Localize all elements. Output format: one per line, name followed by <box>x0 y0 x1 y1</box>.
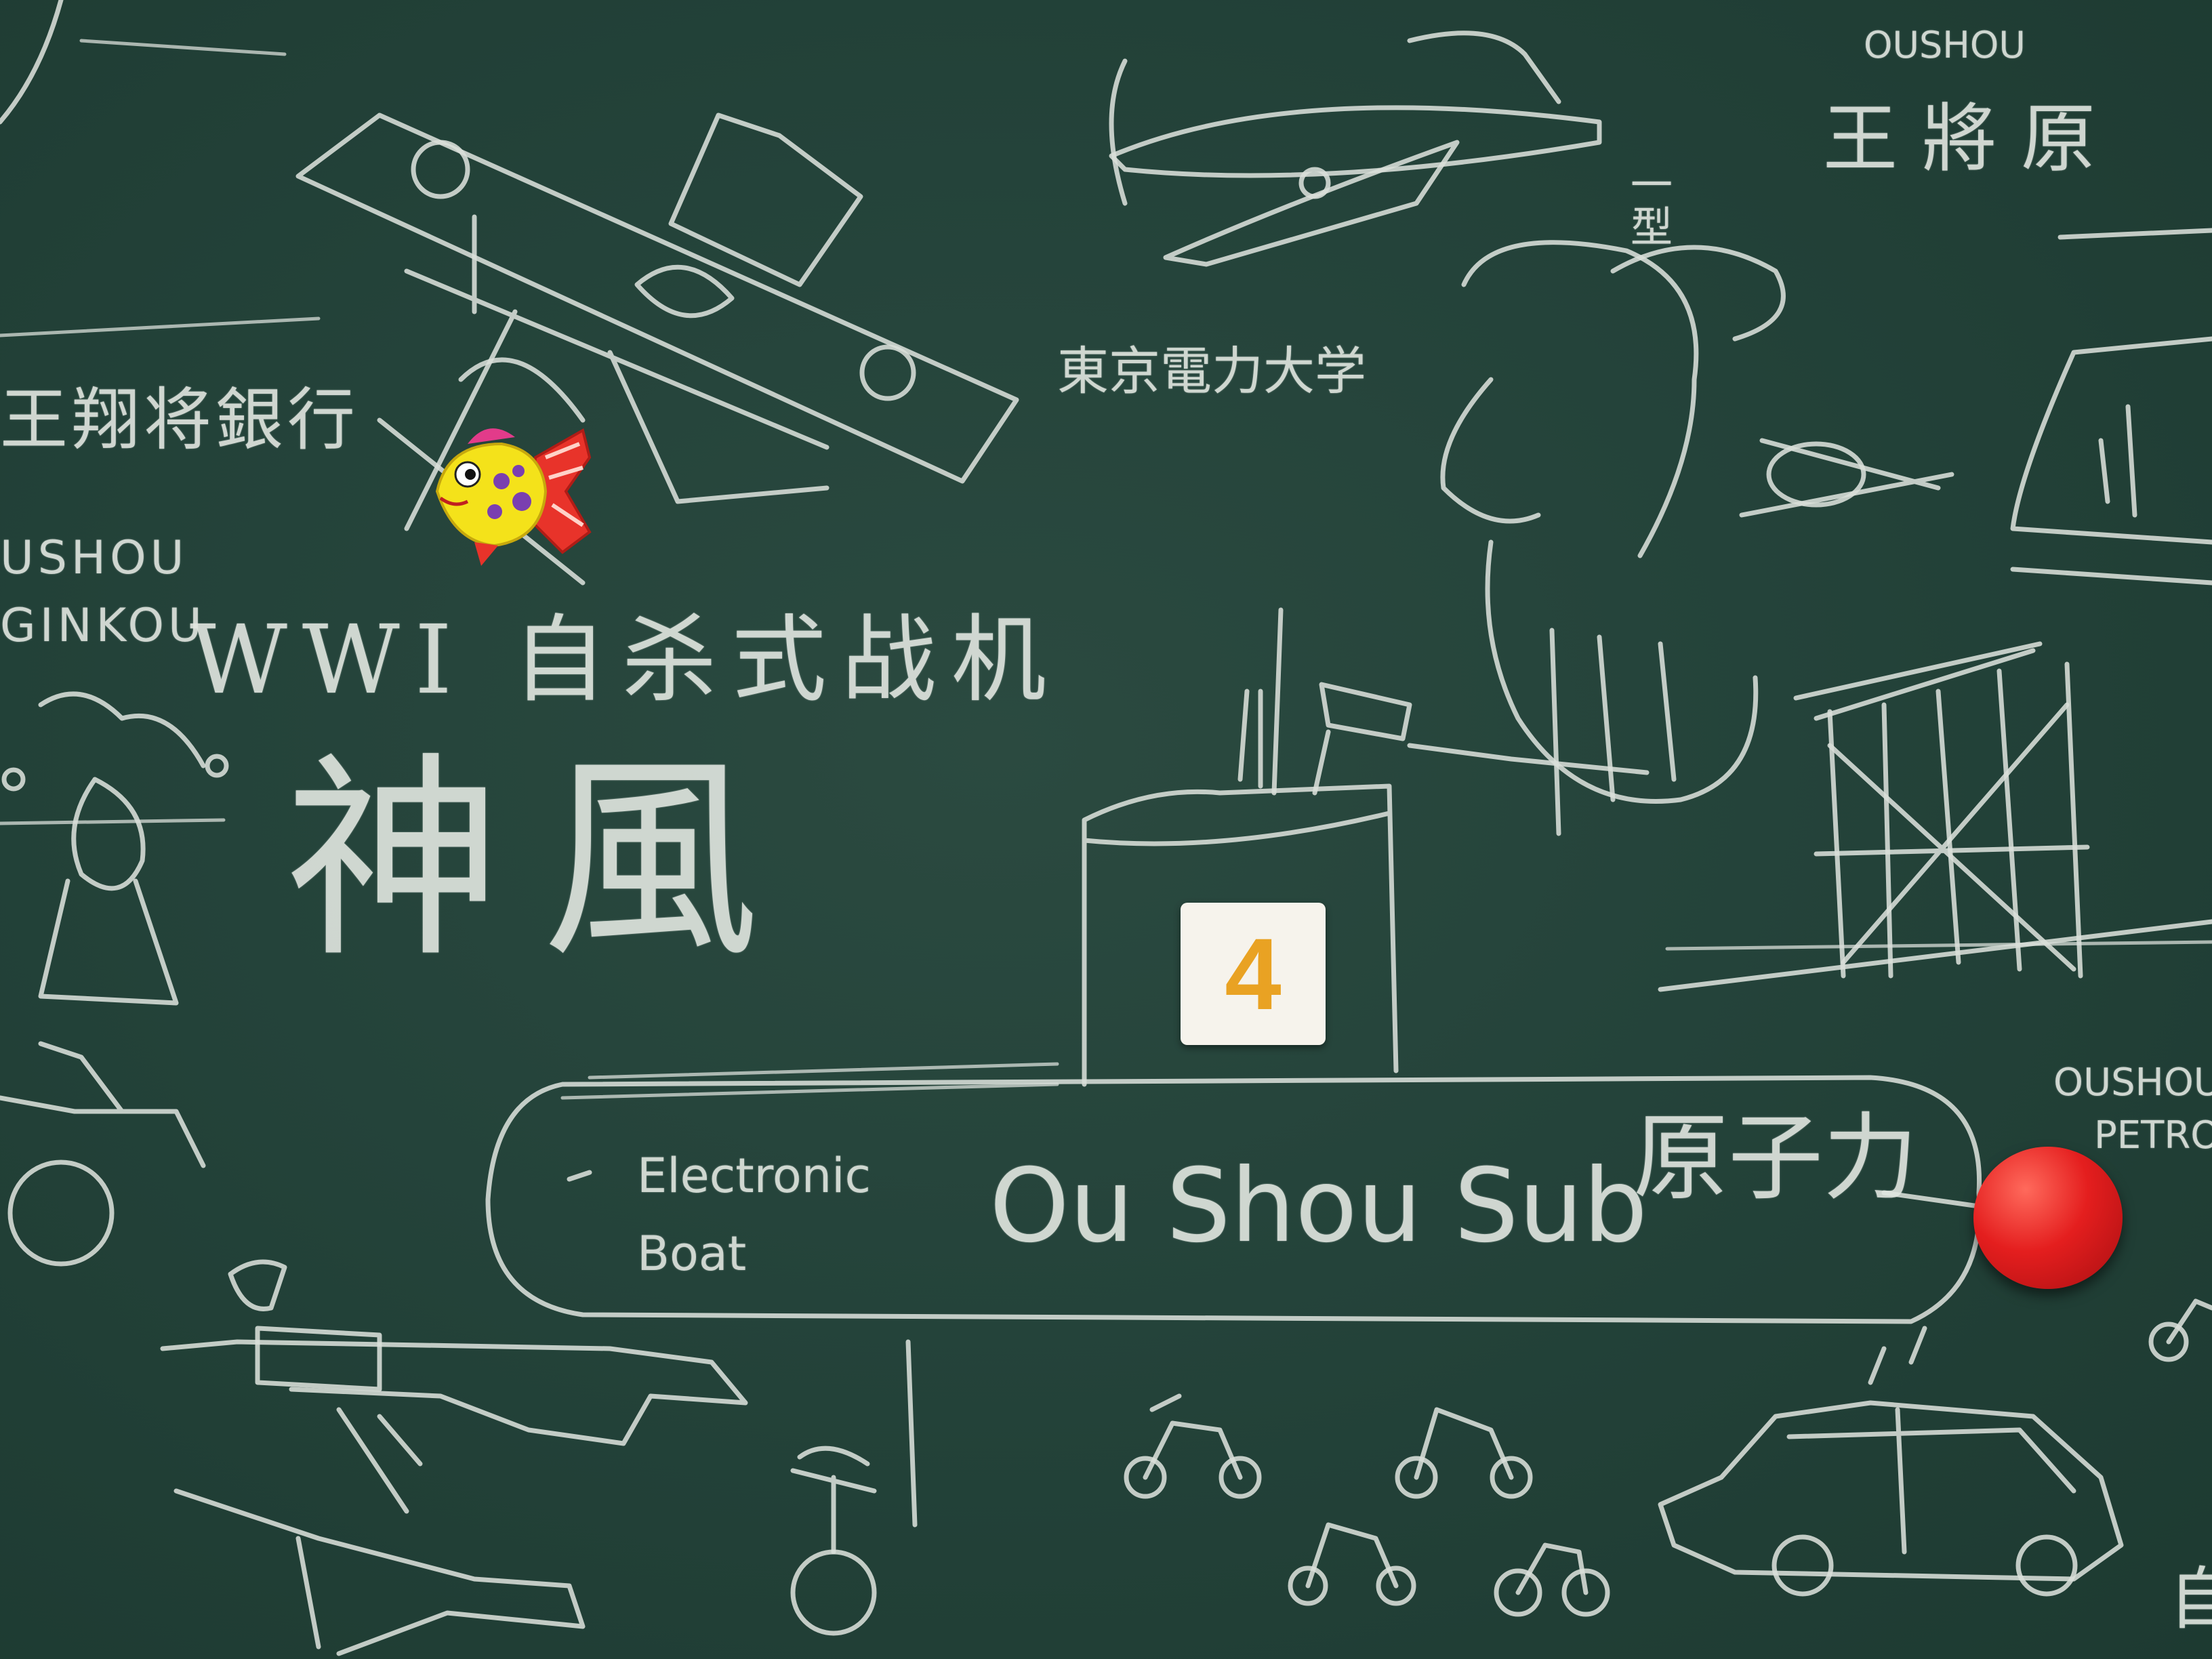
divider-line <box>1665 940 2212 951</box>
biplane-drawing <box>295 112 1019 586</box>
scaffold-drawing <box>1658 641 2212 992</box>
number-card: 4 <box>1181 903 1326 1045</box>
sub-name-text: Ou Shou Sub <box>989 1147 1648 1265</box>
divider-line <box>0 818 226 825</box>
sub-nuclear-text: 原子力 <box>1633 1103 1919 1214</box>
left-chinese-text: 王翔将銀行 <box>0 380 359 459</box>
divider-line <box>0 316 321 337</box>
top-right-romaji: OUSHOU <box>1864 24 2026 66</box>
left-romaji-2: GINKOU <box>0 599 206 653</box>
corner-curve <box>0 0 64 125</box>
kamikaze-text: 神風 <box>285 735 800 987</box>
bicycles-drawing <box>1124 1298 2212 1617</box>
fish-magnet-icon <box>435 428 592 566</box>
vertical-note: 一型 <box>1623 163 1673 247</box>
motorcycle-drawing <box>0 1041 287 1311</box>
red-magnet-icon <box>1973 1147 2123 1289</box>
rifles-drawing <box>160 1326 748 1656</box>
corner-line <box>79 39 287 56</box>
submarine-drawing <box>485 607 1982 1528</box>
cartoon-drawing <box>1407 240 1954 836</box>
university-text: 東京電力大学 <box>1057 341 1366 401</box>
left-romaji-1: USHOU <box>0 531 188 585</box>
jester-drawing <box>1 691 229 1006</box>
petro-label: PETRO <box>2094 1113 2212 1158</box>
petro-romaji: OUSHOU <box>2053 1061 2212 1105</box>
sub-boat-text: Boat <box>637 1226 747 1282</box>
vehicle-drawing <box>2010 228 2212 586</box>
monoplane-drawing <box>1109 30 1602 267</box>
bottom-right-char: 自 <box>2169 1559 2212 1639</box>
unicycle-drawing <box>790 1446 877 1636</box>
heading-text: WWI 自杀式战机 <box>190 605 1061 716</box>
sub-prefix-text: Electronic <box>637 1148 872 1204</box>
car-drawing <box>1658 1326 2124 1597</box>
number-card-digit: 4 <box>1225 917 1282 1031</box>
top-right-kanji: 王將原 <box>1823 96 2120 182</box>
